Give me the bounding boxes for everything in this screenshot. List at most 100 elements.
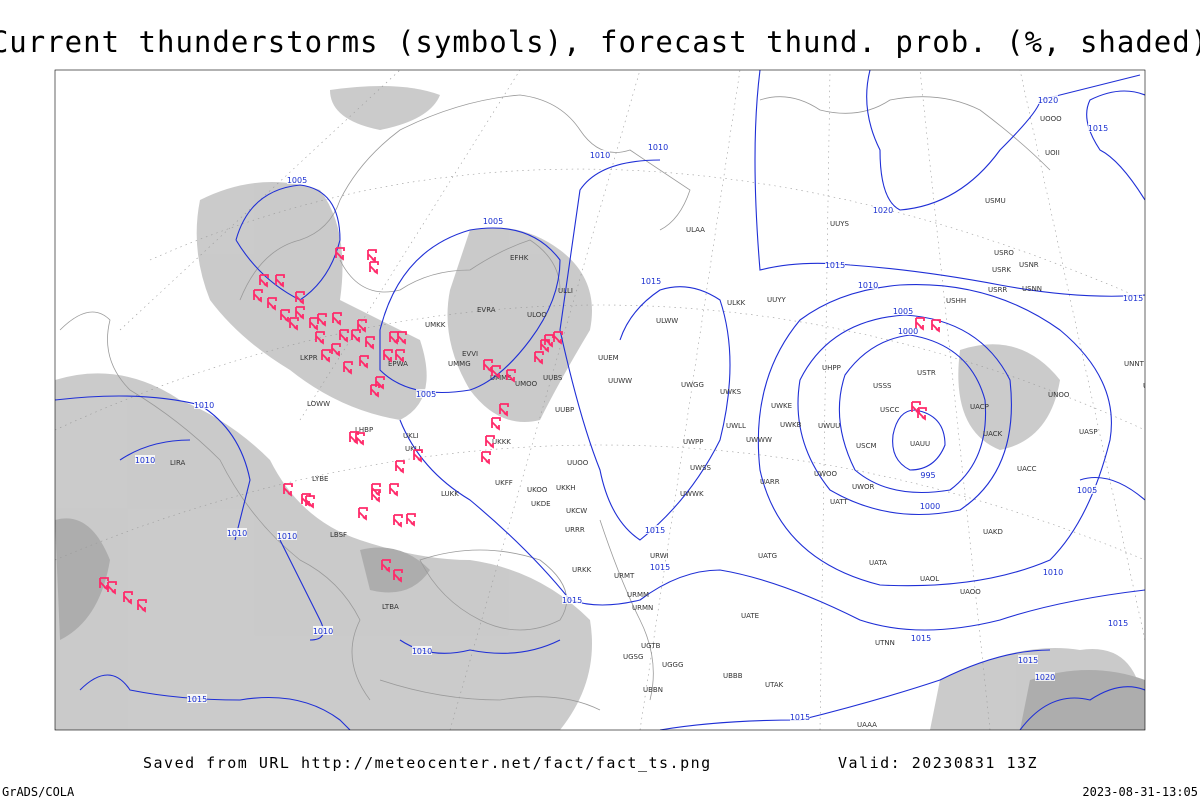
isobar [399, 419, 1145, 631]
coastline [379, 679, 601, 711]
thunderstorm-symbol [123, 591, 133, 605]
isobar-label: 1010 [227, 529, 247, 538]
grid-line [639, 70, 741, 730]
station-label: UNBB [1143, 382, 1163, 390]
thunderstorm-symbol [280, 309, 290, 323]
grid-line [819, 70, 831, 730]
label-backdrop [187, 694, 207, 703]
station-label: UATA [869, 559, 887, 567]
shading [55, 86, 1145, 730]
station-label: UATG [758, 552, 777, 560]
shade-area [55, 518, 110, 640]
thunderstorm-symbol [371, 483, 381, 497]
station-label: UATT [830, 498, 849, 506]
thunderstorm-symbols [99, 247, 941, 613]
station-label: UOII [1045, 149, 1060, 157]
isobar-label: 1015 [825, 261, 845, 270]
station-label: URWI [650, 552, 669, 560]
label-backdrop [641, 276, 661, 285]
label-backdrop [1018, 655, 1038, 664]
map-frame [54, 69, 1146, 731]
station-label: UAOO [960, 588, 981, 596]
isobar-label: 1005 [287, 176, 307, 185]
label-backdrop [920, 501, 940, 510]
label-backdrop [1088, 123, 1108, 132]
isobar [797, 314, 1012, 515]
label-backdrop [858, 280, 878, 289]
thunderstorm-symbol [283, 483, 293, 497]
station-label: UNNT [1124, 360, 1145, 368]
station-label: UMMG [448, 360, 471, 368]
isobar-label: 1005 [483, 217, 503, 226]
thunderstorm-symbol [393, 514, 403, 528]
isobar-label: 1015 [645, 526, 665, 535]
station-label: UWKE [771, 402, 792, 410]
station-label: UBBN [643, 686, 663, 694]
map-area: 1005 1010 1010 1005 1015 1020 1015 1020 1015 1010… [54, 69, 1163, 731]
isobar-label: 1015 [790, 713, 810, 722]
station-label: UARR [760, 478, 780, 486]
thunderstorm-symbol [359, 355, 369, 369]
label-backdrop [194, 400, 214, 409]
thunderstorm-symbol [349, 431, 359, 445]
station-label: ULKK [727, 299, 746, 307]
thunderstorm-symbol [931, 319, 941, 333]
station-label: USNR [1019, 261, 1039, 269]
station-label: UUYY [767, 296, 787, 304]
station-label: UUWW [608, 377, 632, 385]
station-label: UWGG [681, 381, 704, 389]
isobar-label: 1020 [873, 206, 893, 215]
label-backdrop [277, 531, 297, 540]
thunderstorm-symbol [381, 559, 391, 573]
label-backdrop [313, 626, 333, 635]
station-label: UWLL [726, 422, 746, 430]
thunderstorm-symbol [911, 401, 921, 415]
label-backdrop [645, 525, 665, 534]
isobar-label: 1015 [1088, 124, 1108, 133]
station-label: USCC [880, 406, 899, 414]
thunderstorm-symbol [406, 513, 416, 527]
coastline [419, 549, 568, 631]
thunderstorm-symbol [358, 507, 368, 521]
station-label: UACK [983, 430, 1003, 438]
valid-time: Valid: 20230831 13Z [838, 754, 1038, 772]
station-label: ULWW [656, 317, 678, 325]
station-label: UUYS [830, 220, 850, 228]
label-backdrop [898, 326, 918, 335]
label-backdrop [790, 712, 810, 721]
station-label: LHBP [355, 426, 373, 434]
thunderstorm-symbol [339, 329, 349, 343]
thunderstorm-symbol [553, 331, 563, 345]
station-label: LKPR [300, 354, 318, 362]
label-backdrop [1123, 293, 1143, 302]
label-backdrop [911, 633, 931, 642]
station-label: EVVI [462, 350, 478, 358]
thunderstorm-symbol [107, 581, 117, 595]
isobar [559, 159, 731, 541]
thunderstorm-symbol [369, 261, 379, 275]
isobar-label: 1010 [277, 532, 297, 541]
thunderstorm-symbol [915, 317, 925, 331]
thunderstorm-symbol [499, 403, 509, 417]
title: Current thunderstorms (symbols), forecas… [0, 25, 1200, 59]
coastline [599, 519, 654, 701]
station-label: UACC [1017, 465, 1037, 473]
station-label: UWOO [814, 470, 838, 478]
station-label: UKKH [556, 484, 576, 492]
shade-area [1020, 670, 1145, 730]
station-label: EVRA [477, 306, 496, 314]
label-backdrop [1038, 95, 1058, 104]
isobar [235, 184, 341, 301]
thunderstorm-symbol [317, 313, 327, 327]
station-label: UUOO [567, 459, 589, 467]
station-label: UKCW [566, 507, 587, 515]
station-label: UKDE [531, 500, 551, 508]
station-label: USMU [985, 197, 1006, 205]
station-label: LUKK [441, 490, 459, 498]
station-label: UKLL [405, 445, 423, 453]
meridians [55, 70, 1145, 730]
grid-line [919, 70, 991, 730]
station-label: UGTB [641, 642, 661, 650]
